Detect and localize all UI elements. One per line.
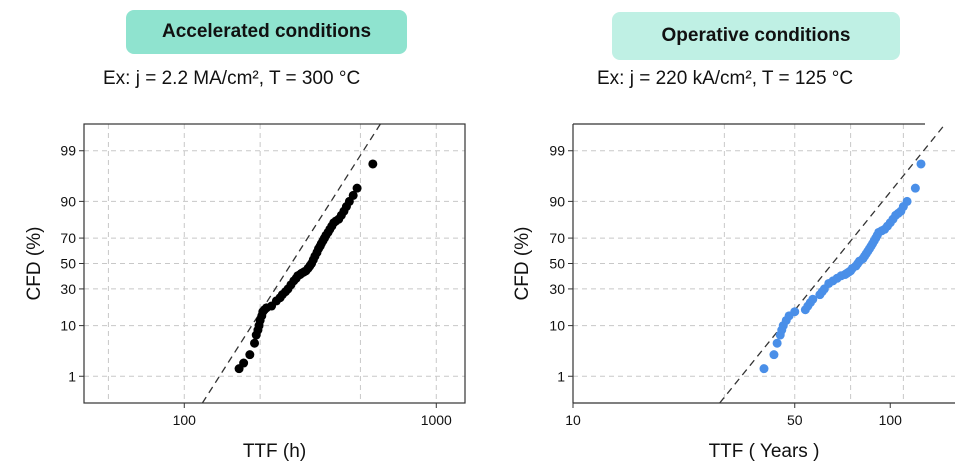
- operative-chart: 1 10 30 50 70 90 99 10 50 100 TTF ( Years ) CFD (%): [512, 123, 955, 462]
- accelerated-chart: 1 10 30 50 70 90 99 100 1000 TTF (h) CFD (%): [24, 123, 466, 462]
- operative-y-tick-label: 90: [549, 193, 565, 209]
- operative-badge-label: Operative conditions: [661, 25, 851, 46]
- operative-data-point: [769, 350, 779, 360]
- operative-data-point: [808, 294, 818, 304]
- accelerated-data-point: [239, 358, 249, 368]
- operative-data-point: [902, 196, 912, 206]
- accelerated-subtitle: Ex: j = 2.2 MA/cm², T = 300 °C: [103, 68, 361, 89]
- operative-x-tick-label: 10: [565, 412, 581, 428]
- accelerated-x-tick-label: 1000: [421, 412, 452, 428]
- accelerated-x-tick-label: 100: [173, 412, 197, 428]
- operative-data-point: [916, 159, 926, 169]
- operative-subtitle: Ex: j = 220 kA/cm², T = 125 °C: [597, 68, 854, 89]
- operative-y-tick-label: 10: [549, 318, 565, 334]
- operative-badge: Operative conditions: [612, 12, 900, 60]
- accelerated-x-axis-label: TTF (h): [243, 441, 306, 462]
- operative-data-point: [772, 338, 782, 348]
- operative-y-tick-label: 1: [557, 368, 565, 384]
- accelerated-y-tick-label: 30: [60, 281, 76, 297]
- operative-data-point: [759, 364, 769, 374]
- operative-y-tick-label: 50: [549, 256, 565, 272]
- accelerated-data-point: [368, 159, 378, 169]
- operative-y-tick-label: 30: [549, 281, 565, 297]
- operative-x-tick-label: 50: [787, 412, 803, 428]
- accelerated-data-point: [245, 350, 255, 360]
- accelerated-y-tick-label: 99: [60, 143, 76, 159]
- accelerated-y-tick-label: 70: [60, 230, 76, 246]
- accelerated-data-point: [352, 183, 362, 193]
- accelerated-y-tick-label: 10: [60, 318, 76, 334]
- accelerated-badge: Accelerated conditions: [126, 10, 407, 54]
- accelerated-data-point: [348, 190, 358, 200]
- accelerated-y-tick-label: 90: [60, 193, 76, 209]
- operative-data-point: [790, 307, 800, 317]
- operative-y-tick-label: 99: [549, 143, 565, 159]
- accelerated-y-tick-label: 1: [68, 368, 76, 384]
- operative-y-axis-label: CFD (%): [512, 227, 533, 301]
- operative-x-axis-label: TTF ( Years ): [709, 441, 820, 462]
- accelerated-data-point: [250, 338, 260, 348]
- accelerated-y-axis-label: CFD (%): [24, 227, 45, 301]
- operative-y-tick-label: 70: [549, 230, 565, 246]
- accelerated-badge-label: Accelerated conditions: [161, 21, 372, 42]
- accelerated-y-tick-label: 50: [60, 256, 76, 272]
- operative-x-tick-label: 100: [879, 412, 903, 428]
- operative-data-point: [910, 183, 920, 193]
